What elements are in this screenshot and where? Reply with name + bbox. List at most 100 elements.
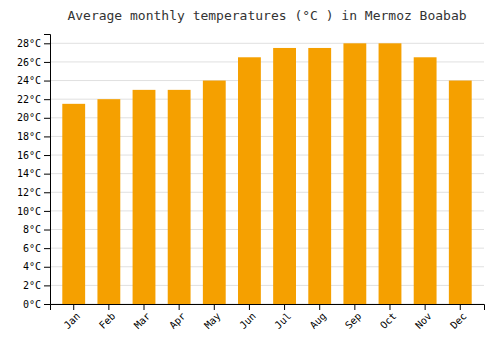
y-tick-mark bbox=[44, 43, 50, 44]
y-tick-label: 16°C bbox=[17, 150, 41, 161]
bar bbox=[414, 57, 437, 304]
y-tick-label: 20°C bbox=[17, 112, 41, 123]
y-tick: 4°C bbox=[23, 261, 50, 272]
y-tick: 6°C bbox=[23, 243, 50, 254]
x-tick: Jul bbox=[273, 304, 294, 331]
x-tick-label: Sep bbox=[343, 310, 364, 331]
x-tick-label: Aug bbox=[308, 310, 329, 331]
chart: 0°C 2°C 4°C 6°C 8°C 10°C 12°C 14°C 16°C 18°C 20°C 2… bbox=[0, 0, 500, 350]
y-tick: 2°C bbox=[23, 280, 50, 291]
y-tick-label: 10°C bbox=[17, 206, 41, 217]
x-tick-mark bbox=[144, 304, 145, 310]
x-tick-label: Nov bbox=[413, 310, 434, 331]
x-tick-label: Mar bbox=[132, 310, 153, 331]
x-tick: Aug bbox=[308, 304, 329, 331]
title: Average monthly temperatures (°C ) in Me… bbox=[67, 8, 466, 23]
y-tick: 10°C bbox=[17, 206, 50, 217]
y-tick-label: 2°C bbox=[23, 280, 41, 291]
x-tick: Nov bbox=[413, 304, 434, 331]
y-tick-mark bbox=[44, 136, 50, 137]
y-tick: 20°C bbox=[17, 112, 50, 123]
y-tick-mark bbox=[44, 118, 50, 119]
y-tick-mark bbox=[44, 174, 50, 175]
y-tick-label: 22°C bbox=[17, 94, 41, 105]
y-tick: 18°C bbox=[17, 131, 50, 142]
x-tick: May bbox=[202, 304, 223, 331]
x-tick-label: Feb bbox=[97, 310, 118, 331]
x-tick-mark bbox=[284, 304, 285, 310]
x-tick-label: Jun bbox=[237, 310, 258, 331]
x-tick: Apr bbox=[167, 304, 188, 331]
y-axis-line bbox=[44, 35, 51, 305]
y-axis: 0°C 2°C 4°C 6°C 8°C 10°C 12°C 14°C 16°C 18°C 20°C 2… bbox=[17, 35, 51, 310]
x-tick-mark bbox=[319, 304, 320, 310]
x-tick-label: Apr bbox=[167, 310, 188, 331]
y-tick-label: 4°C bbox=[23, 261, 41, 272]
y-tick-mark bbox=[44, 304, 50, 305]
plot: 0°C 2°C 4°C 6°C 8°C 10°C 12°C 14°C 16°C 18°C 20°C 2… bbox=[17, 35, 485, 331]
x-tick: Feb bbox=[97, 304, 118, 331]
x-axis-line bbox=[51, 305, 485, 311]
x-tick-mark bbox=[73, 304, 74, 310]
y-tick: 16°C bbox=[17, 150, 50, 161]
bars bbox=[62, 43, 471, 304]
y-tick-mark bbox=[44, 155, 50, 156]
grid bbox=[50, 43, 484, 304]
bar bbox=[97, 99, 120, 304]
x-tick-mark bbox=[249, 304, 250, 310]
bar bbox=[133, 90, 156, 304]
y-tick-label: 12°C bbox=[17, 187, 41, 198]
x-tick-mark bbox=[179, 304, 180, 310]
x-tick: Jan bbox=[62, 304, 83, 331]
y-tick-mark bbox=[44, 99, 50, 100]
y-tick: 8°C bbox=[23, 224, 50, 235]
y-tick-mark bbox=[44, 81, 50, 82]
y-tick: 26°C bbox=[17, 57, 50, 68]
y-tick-mark bbox=[44, 230, 50, 231]
y-tick-label: 28°C bbox=[17, 38, 41, 49]
bar bbox=[379, 43, 402, 304]
x-tick-mark bbox=[354, 304, 355, 310]
y-tick-mark bbox=[44, 267, 50, 268]
y-tick: 28°C bbox=[17, 38, 50, 49]
x-tick-label: Jul bbox=[273, 310, 294, 331]
y-tick-mark bbox=[44, 192, 50, 193]
bar bbox=[308, 48, 331, 304]
y-tick-label: 0°C bbox=[23, 299, 41, 310]
x-tick-label: Jan bbox=[62, 310, 83, 331]
y-tick: 24°C bbox=[17, 75, 50, 86]
x-tick: Sep bbox=[343, 304, 364, 331]
x-tick-mark bbox=[389, 304, 390, 310]
x-tick: Jun bbox=[237, 304, 258, 331]
x-tick-mark bbox=[425, 304, 426, 310]
y-tick-label: 14°C bbox=[17, 168, 41, 179]
bar bbox=[168, 90, 191, 304]
x-tick-mark bbox=[214, 304, 215, 310]
y-tick-mark bbox=[44, 211, 50, 212]
x-tick-label: Oct bbox=[378, 310, 399, 331]
bar bbox=[203, 81, 226, 304]
x-tick-mark bbox=[108, 304, 109, 310]
grid-line bbox=[50, 43, 484, 44]
bar bbox=[343, 43, 366, 304]
x-axis: Jan Feb Mar Apr May Jun Jul Aug Sep Oct Nov Dec bbox=[51, 304, 485, 331]
x-tick: Mar bbox=[132, 304, 153, 331]
x-tick-label: May bbox=[202, 310, 223, 331]
y-tick: 22°C bbox=[17, 94, 50, 105]
x-tick-mark bbox=[460, 304, 461, 310]
bar bbox=[449, 81, 472, 304]
y-tick-mark bbox=[44, 62, 50, 63]
y-tick-label: 24°C bbox=[17, 75, 41, 86]
y-tick-mark bbox=[44, 248, 50, 249]
y-tick: 0°C bbox=[23, 299, 50, 310]
y-tick-label: 26°C bbox=[17, 57, 41, 68]
x-tick: Oct bbox=[378, 304, 399, 331]
bar bbox=[273, 48, 296, 304]
y-tick-label: 8°C bbox=[23, 224, 41, 235]
y-tick-mark bbox=[44, 285, 50, 286]
y-tick: 14°C bbox=[17, 168, 50, 179]
y-tick: 12°C bbox=[17, 187, 50, 198]
x-tick-label: Dec bbox=[448, 310, 469, 331]
y-tick-label: 6°C bbox=[23, 243, 41, 254]
x-tick: Dec bbox=[448, 304, 469, 331]
